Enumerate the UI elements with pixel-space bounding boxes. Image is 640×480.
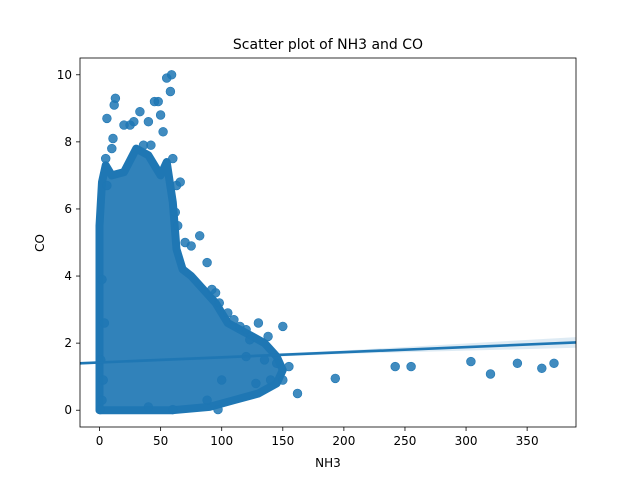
scatter-point [390,361,400,372]
scatter-point [175,177,185,187]
x-tick-label: 0 [96,434,104,448]
scatter-point [155,110,166,120]
x-tick-label: 50 [153,434,168,448]
scatter-point [173,221,183,231]
x-tick-label: 100 [210,434,233,448]
scatter-point [108,133,118,144]
scatter-point [202,257,212,268]
y-tick-label: 4 [64,269,72,283]
scatter-point [110,93,121,104]
plot-area-frame [79,57,577,428]
x-axis-ticks: 0 50 100 150 200 250 300 350 [96,427,539,448]
scatter-point [512,358,523,368]
scatter-point [99,318,110,328]
chart-title: Scatter plot of NH3 and CO [233,37,423,53]
scatter-point [485,369,496,379]
scatter-point [217,375,227,385]
scatter-point [97,274,107,285]
scatter-point [284,361,294,372]
scatter-point [406,361,416,372]
x-axis-label: NH3 [315,456,341,470]
y-tick-label: 8 [64,135,72,149]
x-tick-label: 300 [455,434,478,448]
scatter-point [263,331,273,342]
scatter-point [146,140,156,150]
y-tick-label: 6 [64,202,72,216]
scatter-point [272,358,282,368]
dense-point-cloud [95,144,287,415]
scatter-point [241,325,251,335]
regression-layer [79,341,577,365]
scatter-point [253,318,264,328]
scatter-point [102,180,112,191]
points-layer [95,70,559,415]
scatter-point [95,404,105,415]
x-tick-label: 250 [394,434,417,448]
scatter-point [229,315,239,325]
scatter-point [168,404,178,415]
x-tick-label: 150 [271,434,294,448]
scatter-point [549,358,559,368]
scatter-point [223,308,233,318]
scatter-point [158,127,168,137]
scatter-point [251,378,261,389]
scatter-point [129,116,139,127]
scatter-point [466,356,476,367]
scatter-point [265,375,276,385]
scatter-point [195,231,205,241]
x-tick-label: 200 [332,434,355,448]
x-tick-label: 350 [516,434,539,448]
scatter-point [143,116,154,127]
scatter-point [107,143,117,154]
scatter-point [245,335,255,345]
scatter-point [213,404,223,415]
scatter-point [210,288,221,298]
y-axis-label: CO [33,234,47,252]
scatter-point [100,153,111,164]
scatter-point [143,402,154,412]
scatter-point [166,70,177,80]
scatter-point [170,207,181,218]
scatter-point [214,298,225,308]
scatter-point [153,96,163,107]
y-axis-ticks: 0 2 4 6 8 10 [57,68,80,417]
scatter-point [165,86,176,97]
scatter-point [278,321,288,332]
y-tick-label: 0 [64,403,72,417]
scatter-point [330,373,340,384]
scatter-point [202,395,212,405]
scatter-point [168,153,178,164]
scatter-point [292,388,303,399]
scatter-point [135,106,145,117]
scatter-point [97,395,107,405]
dense-cloud-shape [95,144,287,415]
scatter-point [102,113,112,124]
scatter-point [537,363,547,373]
scatter-point [186,241,196,251]
regression-line [79,341,577,365]
scatter-point [278,375,288,385]
scatter-point [98,375,108,385]
y-tick-label: 10 [57,68,72,82]
y-tick-label: 2 [64,336,72,350]
